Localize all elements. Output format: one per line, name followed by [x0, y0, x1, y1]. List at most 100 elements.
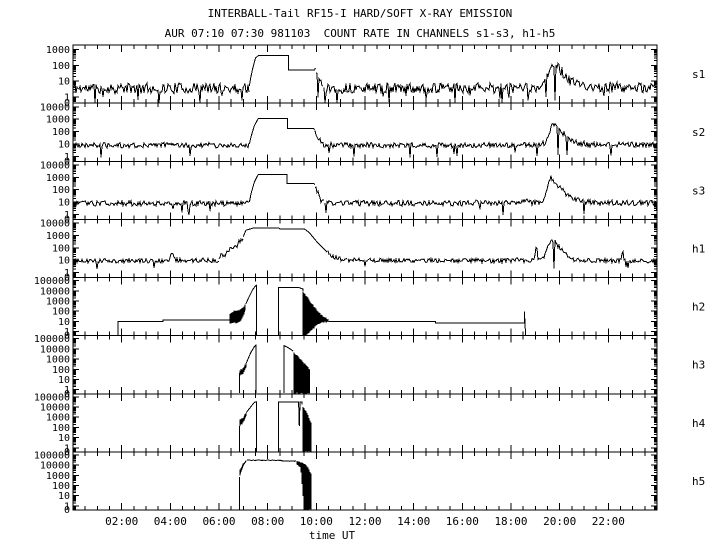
- h4-trace-line: [278, 401, 303, 452]
- h1-trace-noise: [347, 239, 658, 269]
- svg-text:0: 0: [64, 98, 70, 109]
- svg-text:10000: 10000: [40, 102, 70, 113]
- s2-trace-noise: [314, 130, 325, 148]
- svg-text:10000: 10000: [40, 403, 70, 414]
- svg-text:12:00: 12:00: [348, 515, 381, 528]
- h1-trace-noise: [218, 237, 244, 260]
- svg-text:18:00: 18:00: [494, 515, 527, 528]
- h5-trace-noise: [246, 459, 297, 462]
- panel-label-s2: s2: [692, 126, 705, 139]
- panel-label-s3: s3: [692, 184, 705, 197]
- svg-text:10: 10: [58, 198, 70, 209]
- svg-text:1000: 1000: [46, 413, 70, 424]
- h1-trace-noise: [72, 252, 219, 270]
- s1-trace-noise: [72, 81, 250, 104]
- h3-trace-line: [283, 344, 294, 394]
- h2-trace-band: [302, 292, 329, 336]
- svg-text:100: 100: [52, 307, 70, 318]
- svg-text:0: 0: [64, 505, 70, 516]
- h2-trace-line: [245, 284, 258, 336]
- s3-trace-noise: [72, 199, 250, 216]
- svg-text:1: 1: [64, 385, 70, 396]
- svg-text:1000: 1000: [46, 173, 70, 184]
- h1-trace-line: [242, 227, 328, 253]
- svg-text:1: 1: [64, 501, 70, 512]
- svg-text:22:00: 22:00: [592, 515, 625, 528]
- s1-trace-noise: [315, 72, 324, 98]
- svg-text:10: 10: [58, 375, 70, 386]
- svg-text:100: 100: [52, 185, 70, 196]
- h2-trace-line: [328, 311, 527, 336]
- svg-text:0: 0: [64, 156, 70, 167]
- s1-trace-noise: [323, 62, 658, 104]
- svg-text:20:00: 20:00: [543, 515, 576, 528]
- svg-text:0: 0: [64, 389, 70, 400]
- h5-trace-band: [239, 460, 247, 476]
- panel-label-h1: h1: [692, 242, 705, 255]
- svg-text:100: 100: [52, 61, 70, 72]
- h3-trace-band: [239, 363, 247, 376]
- svg-text:1: 1: [64, 92, 70, 103]
- svg-text:100000: 100000: [34, 276, 70, 287]
- panel-label-h3: h3: [692, 359, 705, 372]
- svg-text:02:00: 02:00: [105, 515, 138, 528]
- svg-text:100: 100: [52, 481, 70, 492]
- svg-text:1000: 1000: [46, 45, 70, 56]
- svg-text:1: 1: [64, 152, 70, 163]
- svg-text:100: 100: [52, 243, 70, 254]
- svg-text:100000: 100000: [34, 450, 70, 461]
- s3-trace-line: [248, 173, 316, 203]
- chart-title: INTERBALL-Tail RF15-I HARD/SOFT X-RAY EM…: [207, 7, 513, 20]
- h5-trace-band: [296, 461, 311, 511]
- h3-trace-line: [245, 344, 257, 394]
- panel-s1: 1000 100 10 10 s1: [46, 44, 705, 109]
- h4-trace-band: [239, 412, 247, 427]
- svg-text:100: 100: [52, 423, 70, 434]
- svg-text:1000: 1000: [46, 471, 70, 482]
- svg-text:10000: 10000: [40, 286, 70, 297]
- h2-trace-line: [117, 319, 230, 336]
- svg-text:10000: 10000: [40, 344, 70, 355]
- svg-text:08:00: 08:00: [251, 515, 284, 528]
- svg-text:1000: 1000: [46, 115, 70, 126]
- h4-trace-line: [245, 401, 258, 452]
- svg-text:100000: 100000: [34, 334, 70, 345]
- svg-text:10000: 10000: [40, 160, 70, 171]
- svg-text:10: 10: [58, 77, 70, 88]
- s3-trace-noise: [324, 175, 658, 215]
- x-axis-label: time UT: [308, 529, 356, 542]
- panel-label-h2: h2: [692, 301, 705, 314]
- chart-subtitle: AUR 07:10 07:30 981103 COUNT RATE IN CHA…: [164, 27, 556, 40]
- svg-text:14:00: 14:00: [397, 515, 430, 528]
- panel-label-h5: h5: [692, 475, 705, 488]
- s3-trace-noise: [314, 186, 325, 205]
- s2-trace-noise: [324, 122, 658, 158]
- svg-text:16:00: 16:00: [446, 515, 479, 528]
- h4-trace-band: [302, 406, 311, 452]
- svg-text:06:00: 06:00: [202, 515, 235, 528]
- h1-trace-noise: [327, 250, 348, 263]
- svg-text:1: 1: [64, 268, 70, 279]
- svg-text:100000: 100000: [34, 392, 70, 403]
- svg-text:10:00: 10:00: [300, 515, 333, 528]
- svg-text:10: 10: [58, 433, 70, 444]
- s1-trace-line: [248, 55, 316, 86]
- svg-text:1: 1: [64, 210, 70, 221]
- svg-text:10000: 10000: [40, 461, 70, 472]
- svg-text:10: 10: [58, 139, 70, 150]
- svg-text:0: 0: [64, 273, 70, 284]
- svg-text:100: 100: [52, 365, 70, 376]
- h3-trace-band: [293, 352, 310, 394]
